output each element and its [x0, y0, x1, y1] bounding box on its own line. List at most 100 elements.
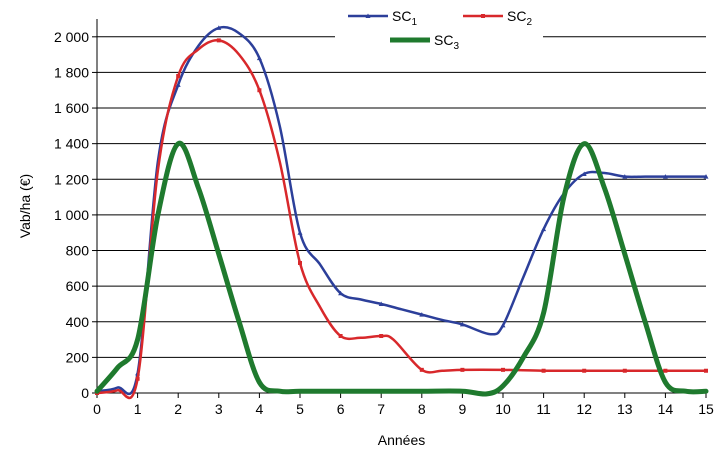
- data-point: [257, 380, 262, 385]
- x-tick-label: 2: [174, 401, 182, 417]
- data-point: [460, 389, 465, 394]
- data-point: [662, 174, 668, 179]
- x-tick-label: 6: [337, 401, 345, 417]
- data-point: [582, 141, 587, 146]
- data-point: [176, 141, 181, 146]
- legend-label-name: SC: [392, 8, 411, 24]
- data-point: [704, 368, 708, 373]
- data-point: [501, 383, 505, 388]
- data-point: [582, 368, 587, 373]
- data-point: [704, 389, 708, 394]
- data-point: [500, 322, 506, 328]
- x-tick-label: 9: [459, 401, 467, 417]
- data-point: [703, 174, 709, 179]
- legend-label-subscript: 1: [411, 17, 417, 28]
- data-point: [297, 230, 303, 235]
- x-tick-label: 8: [418, 401, 426, 417]
- data-point: [541, 226, 547, 232]
- legend-label: SC3: [434, 32, 459, 52]
- data-point: [501, 367, 505, 372]
- legend-label: SC1: [392, 8, 417, 28]
- data-point: [379, 334, 384, 339]
- data-point: [460, 367, 465, 372]
- data-point: [257, 88, 262, 93]
- legend-label-name: SC: [434, 32, 453, 48]
- x-tick-label: 11: [536, 401, 551, 417]
- series-sc3: [94, 141, 709, 397]
- y-axis-label: Vab/ha (€): [17, 174, 33, 238]
- y-tick-label: 800: [66, 243, 90, 259]
- y-tick-label: 1 800: [54, 64, 89, 80]
- data-point: [622, 368, 627, 373]
- data-point: [581, 171, 587, 176]
- y-tick-label: 1 600: [54, 100, 89, 116]
- data-point: [481, 14, 485, 18]
- legend-label-subscript: 3: [453, 41, 459, 52]
- data-point: [419, 312, 425, 317]
- legend-item-sc3: SC3: [390, 32, 459, 52]
- y-tick-label: 0: [81, 385, 89, 401]
- x-tick-label: 14: [658, 401, 674, 417]
- series-lines: [94, 25, 709, 400]
- data-point: [135, 376, 140, 381]
- x-tick-label: 5: [296, 401, 304, 417]
- data-point: [419, 367, 424, 372]
- y-tick-label: 1 200: [54, 171, 89, 187]
- x-tick-label: 7: [377, 401, 385, 417]
- y-tick-label: 2 000: [54, 29, 89, 45]
- x-axis-label: Années: [378, 432, 425, 448]
- x-tick-label: 3: [215, 401, 223, 417]
- data-point: [622, 252, 627, 257]
- data-point: [378, 301, 384, 306]
- data-point: [298, 389, 302, 394]
- data-point: [338, 334, 343, 339]
- y-tick-label: 1 000: [54, 207, 89, 223]
- data-point: [256, 55, 262, 61]
- data-point: [663, 368, 668, 373]
- series-sc1: [94, 25, 709, 396]
- data-point: [622, 174, 628, 179]
- y-tick-label: 400: [66, 314, 90, 330]
- data-point: [95, 389, 99, 394]
- x-tick-label: 4: [256, 401, 264, 417]
- data-point: [459, 321, 465, 327]
- series-sc2: [95, 38, 708, 400]
- y-tick-label: 1 400: [54, 136, 89, 152]
- y-tick-label: 200: [66, 349, 90, 365]
- data-point: [175, 82, 181, 87]
- x-tick-label: 13: [617, 401, 633, 417]
- x-tick-label: 1: [134, 401, 142, 417]
- data-point: [135, 337, 140, 342]
- x-tick-label: 10: [495, 401, 511, 417]
- data-point: [365, 13, 371, 18]
- legend-item-sc1: SC1: [348, 8, 417, 28]
- data-point: [408, 38, 412, 42]
- data-point: [216, 252, 221, 257]
- legend-label-subscript: 2: [526, 17, 532, 28]
- axes: 0 200 400 600 800 1 000 1 200 1 400 1 600 1 800 2 …: [54, 19, 714, 417]
- data-point: [338, 290, 344, 296]
- data-point: [541, 368, 546, 373]
- data-point: [379, 389, 384, 394]
- data-point: [216, 38, 221, 43]
- legend-label: SC2: [507, 8, 532, 28]
- x-tick-label: 15: [698, 401, 714, 417]
- legend-label-name: SC: [507, 8, 526, 24]
- legend-item-sc2: SC2: [463, 8, 532, 28]
- data-point: [663, 380, 668, 385]
- x-tick-label: 12: [576, 401, 592, 417]
- series-line-sc3: [94, 141, 709, 397]
- legend-box: [335, 0, 543, 48]
- data-point: [216, 25, 222, 30]
- y-tick-label: 600: [66, 278, 90, 294]
- data-point: [338, 389, 343, 394]
- data-point: [298, 260, 302, 265]
- data-point: [541, 310, 546, 315]
- data-point: [419, 389, 424, 394]
- data-point: [176, 73, 181, 78]
- series-line-sc1: [95, 25, 708, 396]
- series-line-sc2: [95, 39, 708, 400]
- gridlines: [97, 36, 706, 358]
